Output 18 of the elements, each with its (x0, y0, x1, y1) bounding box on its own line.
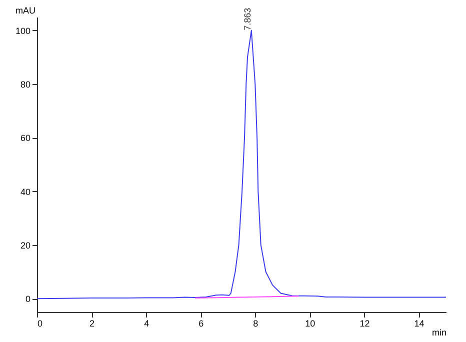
x-tick-label: 14 (414, 318, 424, 328)
x-tick-label: 2 (90, 318, 95, 328)
x-axis-title: min (432, 328, 446, 338)
y-tick-label: 100 (15, 26, 30, 36)
x-tick-label: 6 (198, 318, 204, 328)
x-tick-label: 4 (144, 318, 150, 328)
y-tick-label: 0 (25, 294, 30, 304)
y-axis-title: mAU (16, 6, 36, 16)
y-tick-label: 60 (20, 133, 30, 144)
y-tick-label: 80 (20, 80, 30, 90)
x-tick-label: 8 (253, 318, 258, 328)
y-tick-label: 40 (20, 186, 30, 197)
x-tick-label: 10 (305, 318, 316, 328)
y-tick-label: 20 (20, 240, 30, 250)
x-tick-label: 0 (38, 318, 43, 328)
x-tick-label: 12 (360, 318, 370, 328)
annotation: 7.863 (242, 8, 252, 30)
line-series (37, 30, 446, 300)
